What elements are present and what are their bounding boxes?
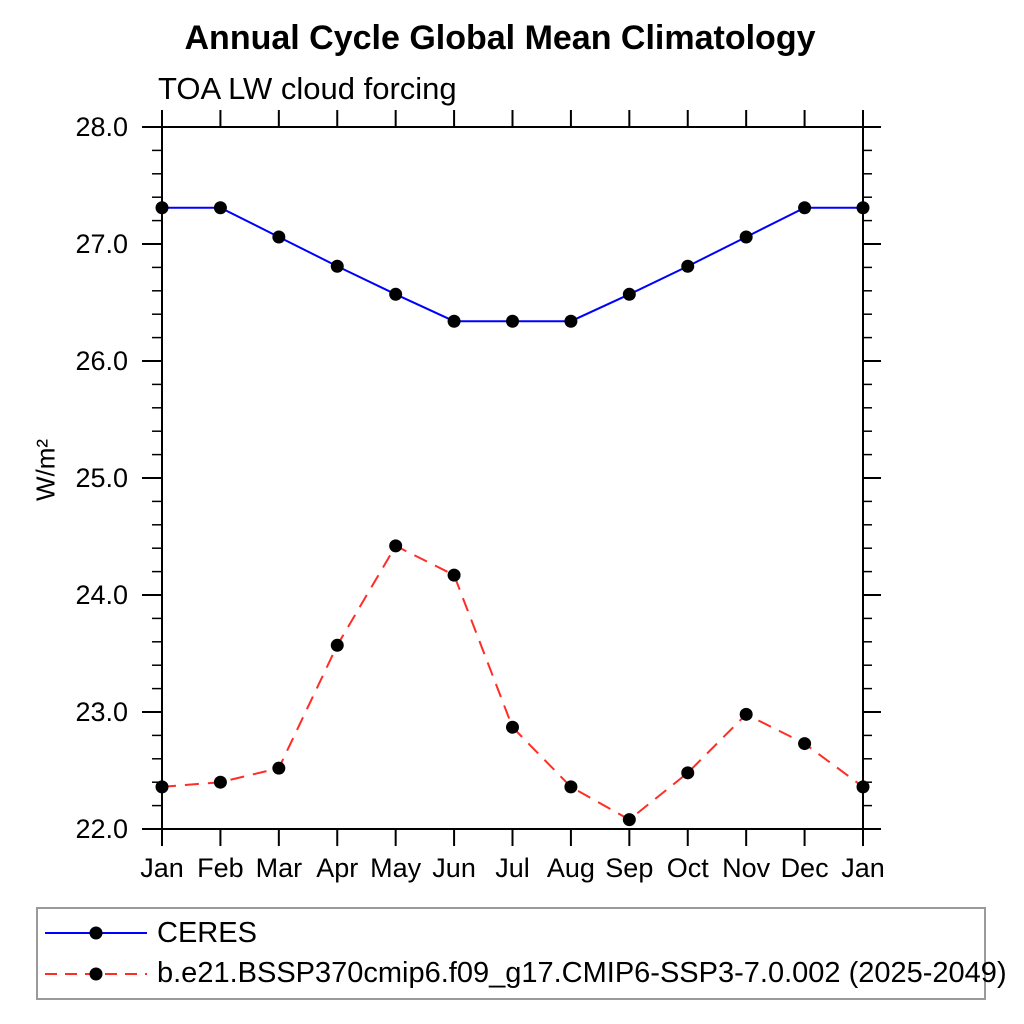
legend-label-ceres: CERES (157, 916, 257, 949)
legend-item-model: b.e21.BSSP370cmip6.f09_g17.CMIP6-SSP3-7.… (42, 957, 1007, 990)
svg-text:28.0: 28.0 (75, 112, 128, 142)
chart-title: Annual Cycle Global Mean Climatology (184, 19, 816, 57)
svg-text:Apr: Apr (316, 853, 358, 883)
svg-text:Feb: Feb (197, 853, 244, 883)
svg-text:Jul: Jul (495, 853, 530, 883)
svg-text:Sep: Sep (605, 853, 653, 883)
ceres-line-marker-icon (45, 926, 147, 940)
svg-text:24.0: 24.0 (75, 580, 128, 610)
chart-subtitle: TOA LW cloud forcing (158, 71, 457, 106)
legend-marker-icon (89, 967, 103, 981)
svg-text:Dec: Dec (781, 853, 829, 883)
svg-text:26.0: 26.0 (75, 346, 128, 376)
legend: CERES b.e21.BSSP370cmip6.f09_g17.CMIP6-S… (36, 907, 1007, 1000)
svg-text:Jan: Jan (140, 853, 184, 883)
svg-text:Aug: Aug (547, 853, 595, 883)
legend-marker-icon (89, 926, 103, 940)
svg-text:Mar: Mar (256, 853, 303, 883)
svg-text:Jun: Jun (432, 853, 476, 883)
svg-text:22.0: 22.0 (75, 814, 128, 844)
svg-text:May: May (370, 853, 422, 883)
model-line-marker-icon (45, 967, 147, 981)
legend-label-model: b.e21.BSSP370cmip6.f09_g17.CMIP6-SSP3-7.… (157, 957, 1007, 990)
svg-text:Nov: Nov (722, 853, 771, 883)
svg-text:Oct: Oct (667, 853, 710, 883)
svg-text:23.0: 23.0 (75, 697, 128, 727)
svg-text:25.0: 25.0 (75, 463, 128, 493)
legend-item-ceres: CERES (42, 917, 984, 950)
svg-text:27.0: 27.0 (75, 229, 128, 259)
svg-text:Jan: Jan (841, 853, 885, 883)
